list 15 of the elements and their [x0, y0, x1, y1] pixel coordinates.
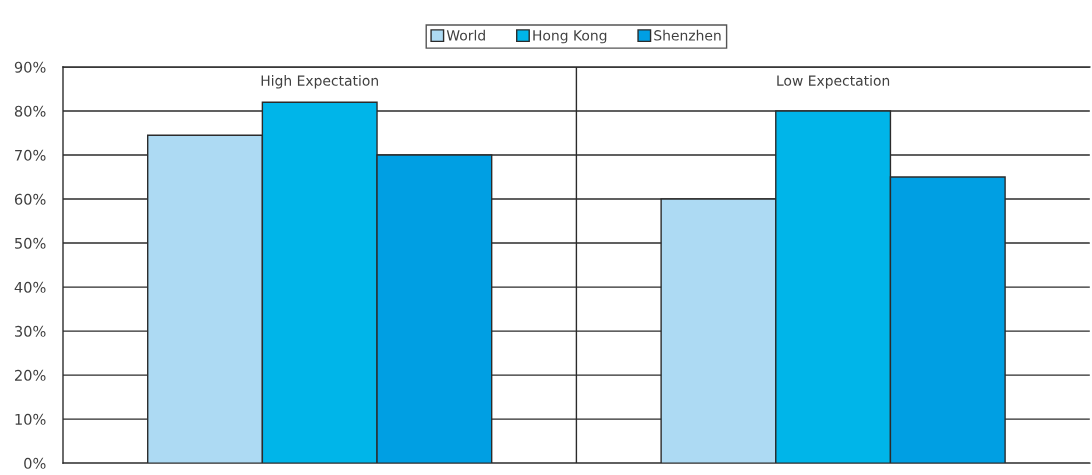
y-tick-label: 90% [14, 61, 46, 73]
y-tick-label: 20% [14, 369, 46, 381]
legend-label: Hong Kong [533, 30, 607, 44]
x-tick-label: Low Expectation [777, 75, 890, 89]
x-tick-label: High Expectation [261, 75, 378, 89]
y-tick-label: 70% [15, 149, 46, 161]
y-tick-label: 60% [14, 193, 46, 205]
y-tick-label: 0% [24, 457, 46, 469]
y-tick-label: 40% [14, 281, 46, 293]
y-tick-label: 80% [14, 105, 46, 117]
y-tick-label: 30% [15, 325, 46, 337]
legend-label: World [446, 29, 485, 41]
legend-label: Shenzhen [654, 29, 721, 41]
y-tick-label: 10% [15, 413, 46, 425]
y-tick-label: 50% [15, 237, 46, 249]
